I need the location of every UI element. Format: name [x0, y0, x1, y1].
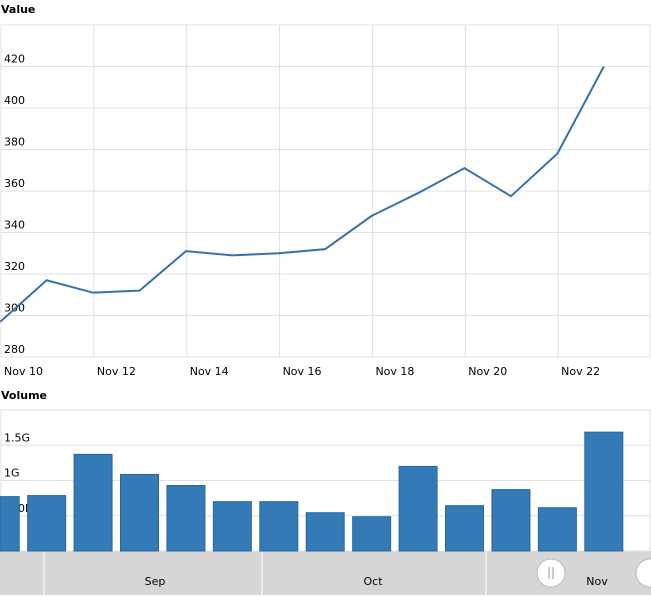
volume-bar: [259, 501, 299, 552]
x-tick-label: Nov 22: [561, 365, 600, 378]
x-tick-label: Nov 16: [283, 365, 322, 378]
volume-bar: [584, 431, 624, 552]
x-tick-label: Nov 10: [4, 365, 43, 378]
panel-title: Value: [1, 3, 35, 16]
y-tick-label: 1.5G: [4, 431, 30, 444]
x-tick-label: Nov 14: [190, 365, 229, 378]
volume-bar: [73, 453, 113, 552]
volume-bar: [537, 507, 577, 552]
x-tick-label: Nov 20: [468, 365, 507, 378]
volume-bar: [120, 473, 160, 552]
y-tick-label: 360: [4, 177, 25, 190]
y-tick-label: 1G: [4, 467, 20, 480]
volume-bar: [212, 501, 252, 552]
x-tick-label: Nov 18: [375, 365, 414, 378]
volume-bar: [491, 489, 531, 552]
x-tick-label: Nov 12: [97, 365, 136, 378]
navigator-label: Oct: [363, 575, 383, 588]
navigator-label: Nov: [586, 575, 608, 588]
y-tick-label: 380: [4, 136, 25, 149]
volume-bar: [305, 512, 345, 552]
y-tick-label: 280: [4, 343, 25, 356]
volume-bar: [27, 495, 67, 552]
volume-bar: [166, 485, 206, 552]
volume-bar: [0, 496, 20, 552]
y-tick-label: 340: [4, 219, 25, 232]
scroll-handle[interactable]: [536, 558, 566, 588]
y-tick-label: 400: [4, 94, 25, 107]
panel-title: Volume: [1, 389, 47, 402]
y-tick-label: 420: [4, 53, 25, 66]
volume-bar: [445, 505, 485, 552]
y-tick-label: 320: [4, 260, 25, 273]
scroll-handle[interactable]: [635, 558, 651, 588]
navigator-label: Sep: [145, 575, 166, 588]
value-line: [0, 66, 605, 323]
volume-bar: [398, 465, 438, 552]
volume-bar: [352, 516, 392, 552]
